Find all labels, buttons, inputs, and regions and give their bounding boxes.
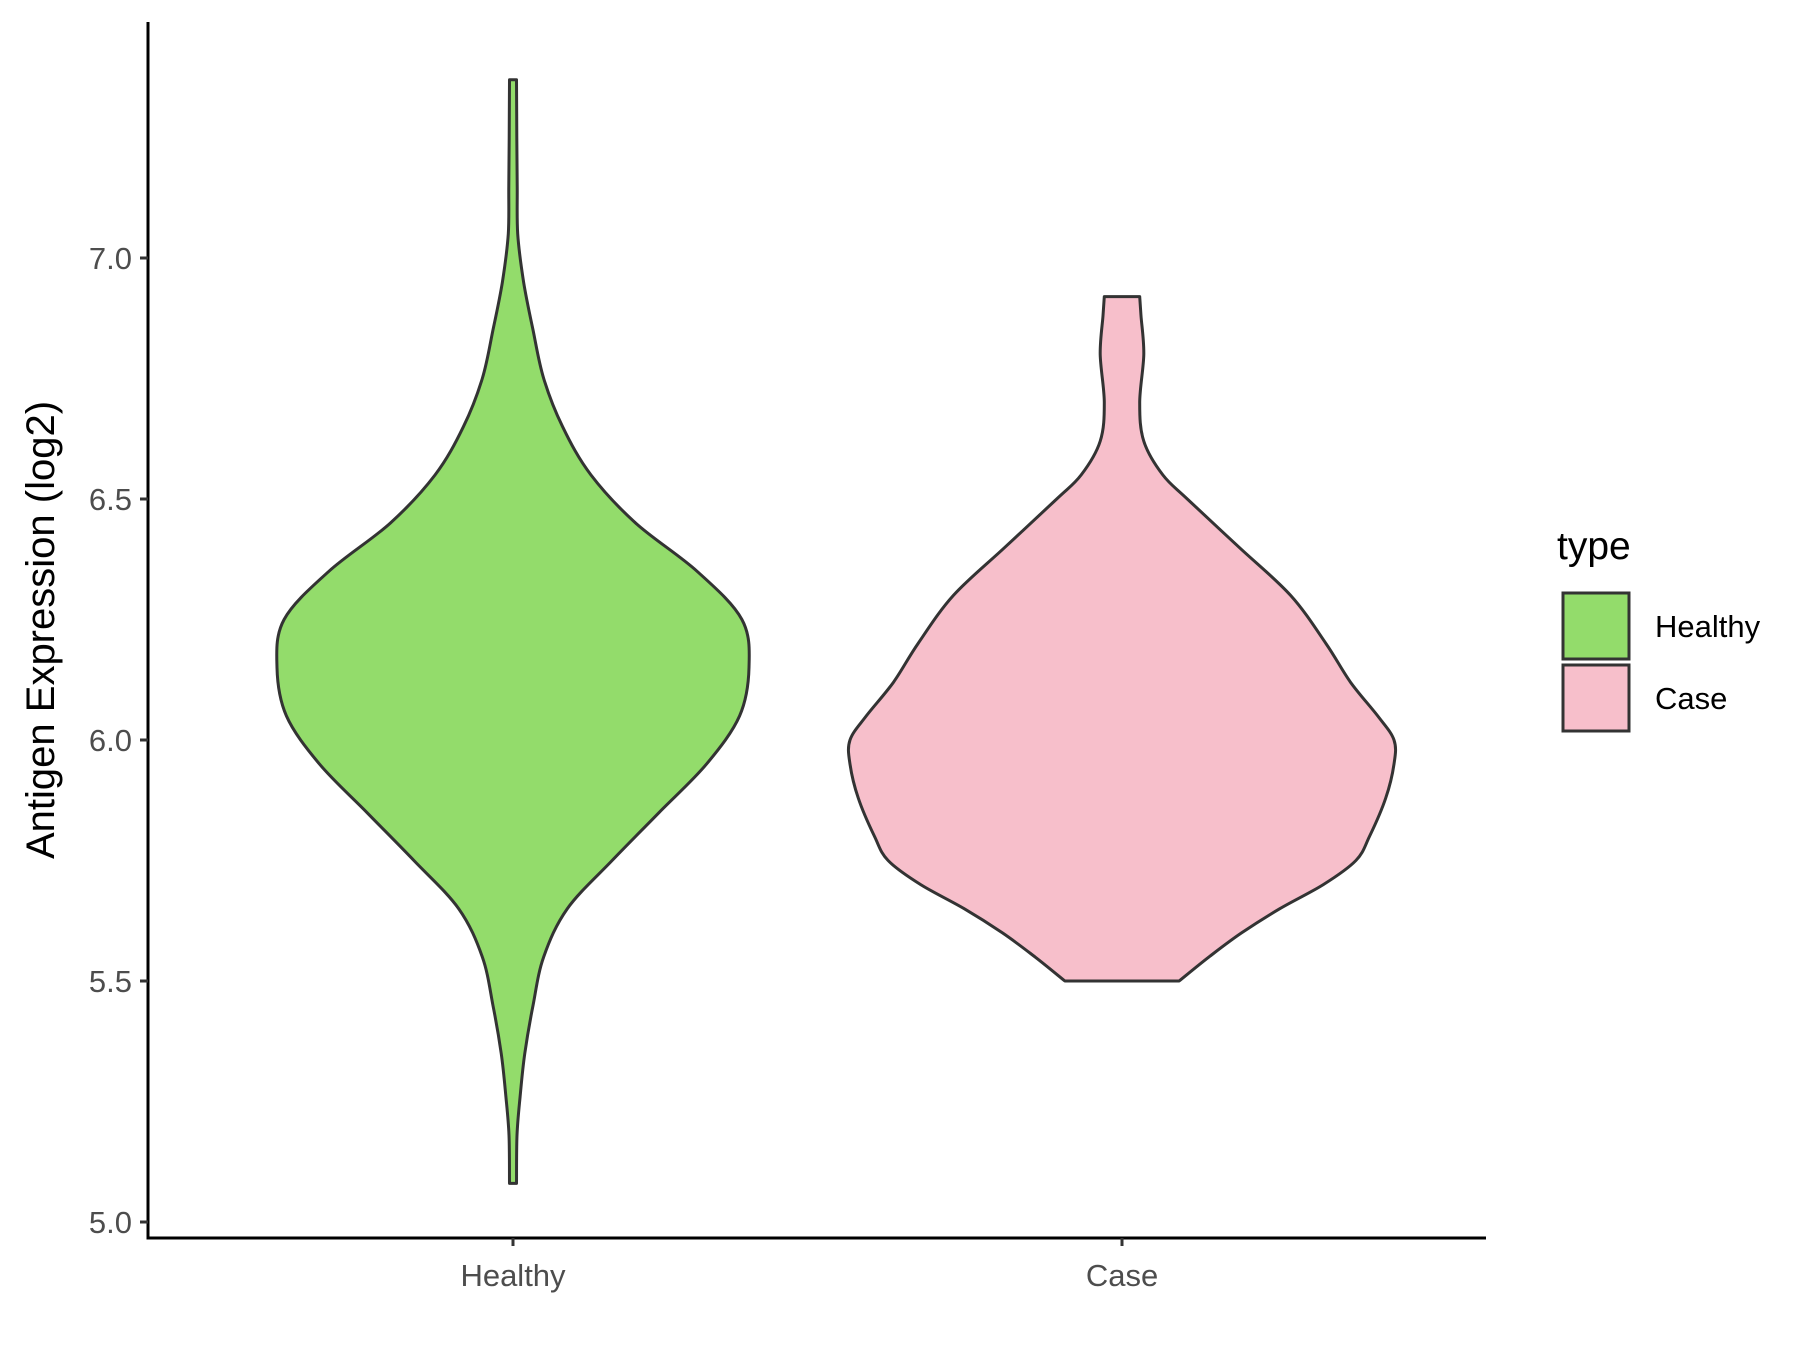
legend-swatch-healthy xyxy=(1561,591,1631,661)
axes-layer xyxy=(146,22,1486,1240)
y-tick-label: 7.0 xyxy=(89,241,132,276)
legend: type Healthy Case xyxy=(1557,525,1761,733)
legend-label-healthy: Healthy xyxy=(1655,609,1761,644)
y-tick-label: 5.5 xyxy=(89,964,132,999)
violins-layer xyxy=(275,78,1398,1185)
x-tick-label: Healthy xyxy=(460,1258,566,1293)
y-tick-label: 6.0 xyxy=(89,723,132,758)
legend-swatch-case xyxy=(1561,663,1631,733)
y-tick-label: 5.0 xyxy=(89,1205,132,1240)
y-tick-label: 6.5 xyxy=(89,482,132,517)
legend-label-case: Case xyxy=(1655,681,1727,716)
x-ticks: Healthy Case xyxy=(460,1238,1158,1293)
y-ticks: 5.0 5.5 6.0 6.5 7.0 xyxy=(89,241,148,1240)
y-axis-title: Antigen Expression (log2) xyxy=(19,401,63,859)
legend-title: type xyxy=(1557,525,1631,568)
x-tick-label: Case xyxy=(1086,1258,1158,1293)
violin-healthy xyxy=(275,78,751,1185)
violin-case xyxy=(846,295,1398,983)
